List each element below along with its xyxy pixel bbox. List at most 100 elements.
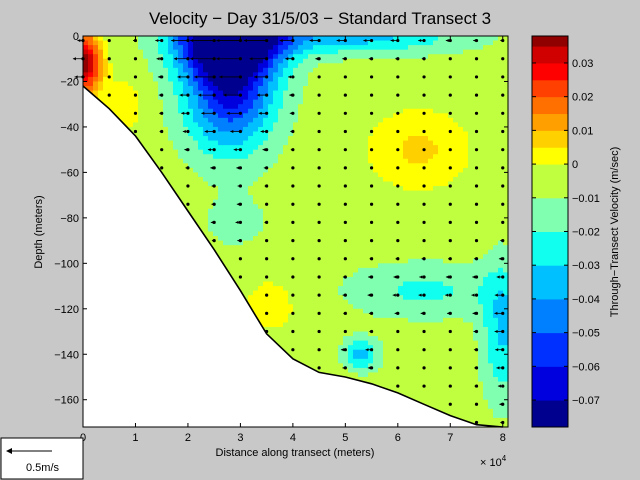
field-cell [403,40,409,46]
field-cell [233,172,239,178]
field-cell [198,208,204,214]
field-cell [328,67,334,73]
field-cell [268,231,274,237]
field-cell [438,340,444,346]
field-cell [393,231,399,237]
field-cell [143,76,149,83]
field-cell [228,167,234,173]
field-cell [483,313,489,319]
field-cell [338,104,344,110]
field-cell [493,313,499,319]
field-cell [483,167,489,173]
field-cell [233,72,239,78]
field-cell [388,326,394,333]
field-cell [253,72,259,78]
field-cell [393,340,399,346]
field-cell [303,349,309,355]
field-cell [173,154,179,160]
field-cell [183,72,189,78]
field-cell [378,95,384,101]
field-cell [448,195,454,201]
field-cell [343,331,349,337]
field-cell [98,45,104,51]
field-cell [468,72,474,78]
field-cell [483,290,489,296]
field-cell [458,176,464,183]
field-cell [93,72,99,78]
field-cell [433,313,439,319]
field-cell [178,58,184,64]
field-cell [368,45,374,51]
field-cell [278,281,284,287]
field-cell [428,145,434,151]
field-cell [433,204,439,210]
field-cell [238,272,244,278]
field-cell [353,354,359,360]
field-cell [453,404,459,410]
field-cell [318,299,324,305]
field-cell [433,36,439,42]
field-cell [118,108,124,114]
field-cell [223,63,229,69]
field-cell [413,290,419,296]
field-cell [408,286,414,292]
field-cell [478,272,484,278]
field-cell [298,108,304,114]
field-cell [418,386,424,392]
field-cell [318,45,324,51]
field-cell [423,231,429,237]
field-cell [283,317,289,324]
field-cell [398,236,404,242]
field-cell [208,49,214,55]
field-cell [293,45,299,51]
field-cell [433,395,439,401]
field-cell [193,81,199,87]
field-cell [208,104,214,110]
field-cell [398,367,404,374]
field-cell [303,336,309,342]
field-cell [368,181,374,187]
field-cell [403,208,409,214]
field-cell [493,208,499,214]
field-cell [483,331,489,337]
field-cell [283,122,289,128]
field-cell [233,131,239,137]
field-cell [323,295,329,301]
field-cell [388,386,394,392]
field-cell [93,90,99,96]
field-cell [478,72,484,78]
field-cell [153,72,159,78]
field-cell [168,108,174,114]
field-cell [408,236,414,242]
field-cell [308,281,314,287]
field-cell [358,172,364,178]
field-cell [478,145,484,151]
field-cell [353,158,359,164]
field-cell [478,49,484,55]
field-cell [348,158,354,164]
field-cell [428,349,434,355]
field-cell [388,199,394,205]
field-cell [428,154,434,160]
field-cell [443,290,449,296]
field-cell [333,267,339,274]
field-cell [288,267,294,274]
field-cell [233,76,239,83]
field-cell [238,231,244,237]
field-cell [408,322,414,328]
field-cell [233,226,239,233]
field-cell [378,240,384,246]
field-cell [368,286,374,292]
field-cell [383,340,389,346]
field-cell [163,72,169,78]
field-cell [373,199,379,205]
field-cell [393,245,399,251]
field-cell [398,126,404,133]
field-cell [468,226,474,233]
field-cell [443,286,449,292]
field-cell [343,163,349,169]
field-cell [328,131,334,137]
field-cell [263,204,269,210]
field-cell [358,54,364,60]
field-cell [228,131,234,137]
